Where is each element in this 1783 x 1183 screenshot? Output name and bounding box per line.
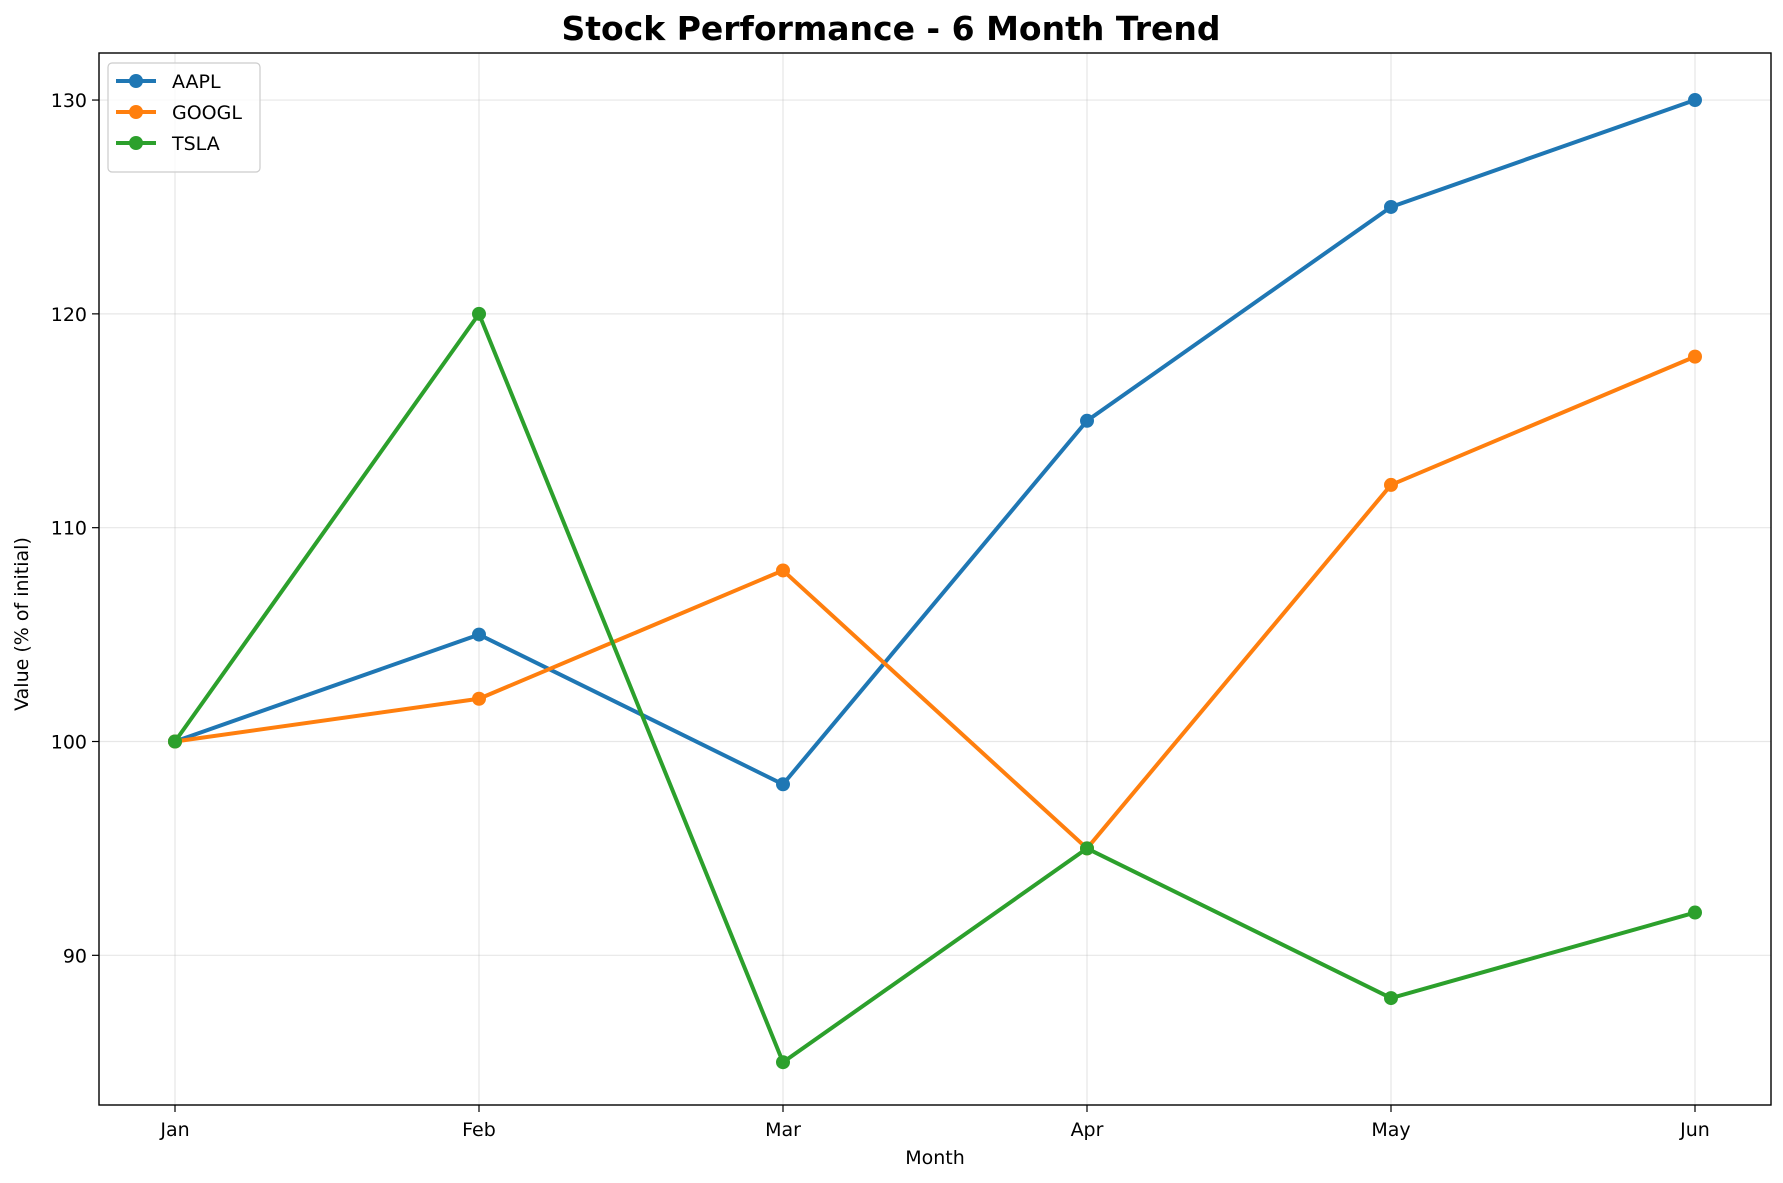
x-tick-may: May [1371,1105,1411,1141]
x-tick-feb: Feb [462,1105,496,1141]
x-tick-jun: Jun [1679,1105,1710,1141]
chart-title: Stock Performance - 6 Month Trend [562,9,1221,48]
grid [99,53,1771,1105]
series-lines [168,93,1702,1070]
series-line-googl [174,354,1696,851]
x-tick-jan: Jan [159,1105,190,1141]
series-line-tsla [173,311,1696,1065]
legend-entry-googl: GOOGL [116,102,242,124]
x-tick-label: Feb [462,1119,496,1141]
legend-label-tsla: TSLA [171,133,220,155]
data-point-tsla-jun [1688,905,1702,920]
y-axis-label: Value (% of initial) [11,537,33,711]
data-point-tsla-may [1384,991,1398,1006]
data-point-tsla-jan [168,734,182,749]
y-tick-label: 120 [51,304,87,326]
axes-frame [98,52,1772,1106]
legend-entry-tsla: TSLA [116,133,220,155]
data-point-googl-jun [1688,349,1702,364]
data-point-googl-may [1384,477,1398,492]
y-tick-label: 100 [51,732,87,754]
series-tsla [168,306,1702,1070]
y-tick-100: 100 [51,732,99,754]
x-axis-label: Month [905,1147,965,1169]
legend-marker-googl [129,105,143,119]
y-tick-120: 120 [51,304,99,326]
data-point-aapl-apr [1080,413,1094,428]
legend: AAPL GOOGL TSLA [107,62,261,173]
x-tick-label: Mar [765,1119,801,1141]
x-axis-ticks: Jan Feb Mar Apr May Jun [159,1105,1710,1141]
x-tick-label: Apr [1071,1119,1104,1141]
data-point-tsla-mar [776,1055,790,1070]
y-tick-90: 90 [63,945,99,967]
x-tick-label: Jun [1679,1119,1710,1141]
legend-marker-tsla [129,136,143,150]
data-point-aapl-feb [472,627,486,642]
data-point-aapl-may [1384,199,1398,214]
x-tick-label: Jan [159,1119,189,1141]
legend-label-aapl: AAPL [172,71,221,93]
y-tick-label: 130 [51,90,87,112]
data-point-tsla-apr [1080,841,1094,856]
data-point-googl-feb [472,691,486,706]
y-axis-ticks: 90 100 110 120 130 [51,90,99,967]
x-tick-mar: Mar [765,1105,801,1141]
x-tick-label: May [1371,1119,1410,1141]
data-point-tsla-feb [472,306,486,321]
legend-label-googl: GOOGL [172,102,242,124]
legend-entry-aapl: AAPL [116,71,221,93]
data-point-aapl-jun [1688,93,1702,108]
series-line-aapl [174,98,1696,787]
x-tick-apr: Apr [1071,1105,1104,1141]
y-tick-110: 110 [51,518,99,540]
y-tick-130: 130 [51,90,99,112]
data-point-googl-mar [776,563,790,578]
y-tick-label: 90 [63,945,87,967]
legend-marker-aapl [129,74,143,88]
data-point-aapl-mar [776,777,790,792]
y-tick-label: 110 [51,518,87,540]
